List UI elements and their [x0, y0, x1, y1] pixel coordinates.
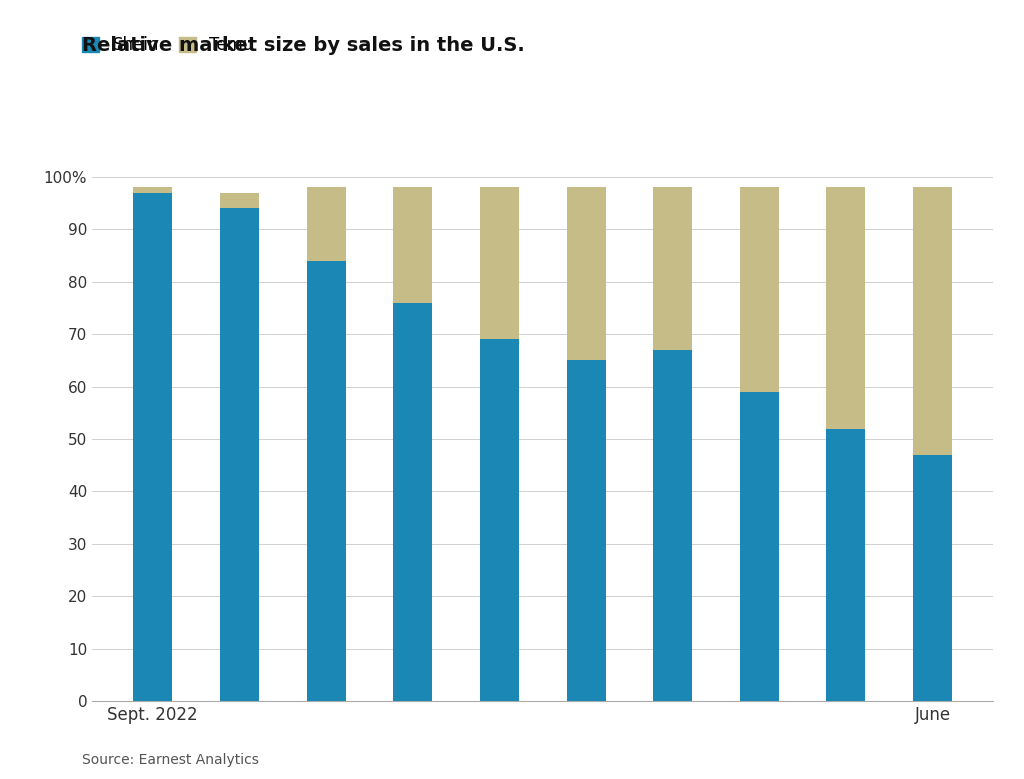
Bar [306, 261, 346, 701]
Bar [133, 188, 172, 192]
Bar [393, 188, 432, 303]
Bar [220, 192, 259, 208]
Legend: Shein, Temu: Shein, Temu [83, 37, 253, 55]
Bar [306, 188, 346, 261]
Bar [393, 303, 432, 701]
Bar [566, 361, 605, 701]
Bar [913, 188, 952, 455]
Bar [740, 188, 779, 392]
Text: Relative market size by sales in the U.S.: Relative market size by sales in the U.S… [82, 36, 524, 55]
Bar [220, 208, 259, 701]
Bar [653, 350, 692, 701]
Bar [133, 192, 172, 701]
Bar [826, 188, 865, 428]
Bar [480, 188, 519, 340]
Bar [740, 392, 779, 701]
Bar [566, 188, 605, 361]
Bar [826, 428, 865, 701]
Bar [653, 188, 692, 350]
Bar [913, 455, 952, 701]
Text: Source: Earnest Analytics: Source: Earnest Analytics [82, 753, 259, 767]
Bar [480, 340, 519, 701]
